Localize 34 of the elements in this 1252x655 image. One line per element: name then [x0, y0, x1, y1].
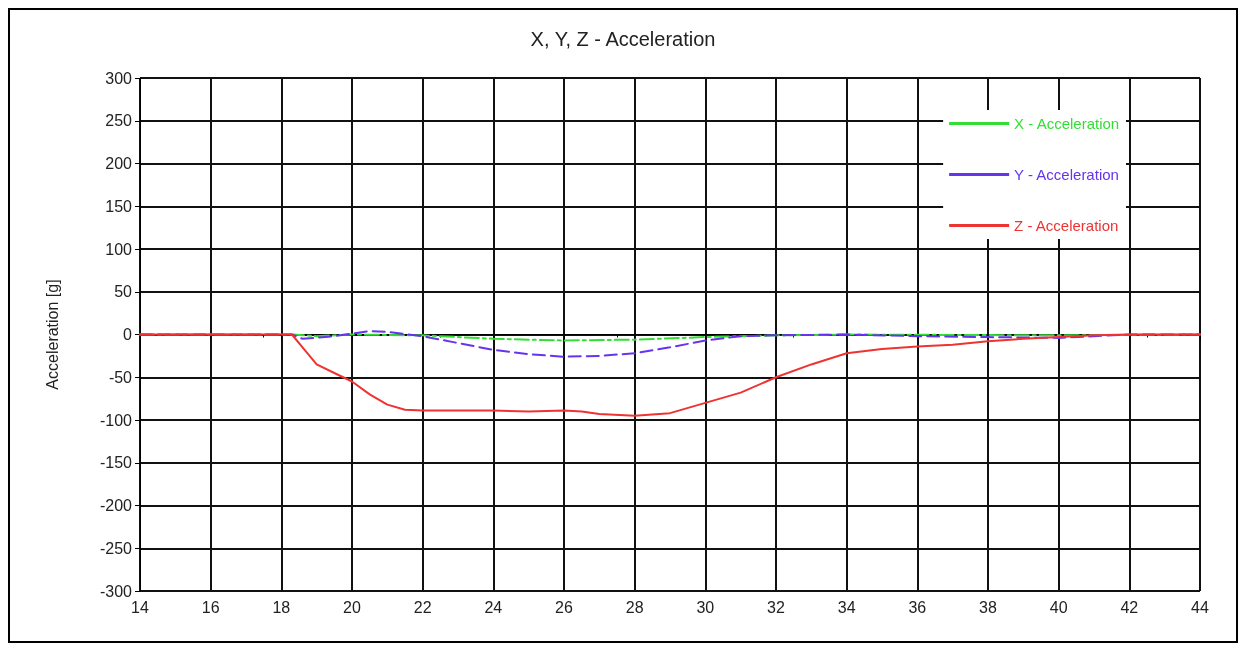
x-tick-label: 26	[555, 598, 573, 616]
x-tick-label: 24	[484, 598, 503, 616]
y-axis-title: Acceleration [g]	[43, 279, 61, 390]
x-tick-label: 20	[343, 598, 361, 616]
legend-label: Z - Acceleration	[1014, 217, 1119, 234]
y-tick-label: -300	[99, 582, 133, 600]
x-tick-label: 22	[413, 598, 432, 616]
y-tick-label: -150	[99, 454, 133, 472]
x-tick-label: 40	[1049, 598, 1068, 616]
x-tick-label: 38	[979, 598, 997, 616]
x-tick-label: 28	[625, 598, 644, 616]
y-tick-label: 250	[105, 112, 133, 130]
y-tick-label: -200	[99, 497, 133, 514]
y-tick-label: 50	[114, 283, 133, 301]
y-tick-label: 150	[105, 197, 133, 215]
x-tick-label: 44	[1191, 598, 1209, 616]
x-tick-label: 14	[131, 598, 149, 616]
legend-label: Y - Acceleration	[1014, 166, 1119, 183]
chart-title: X, Y, Z - Acceleration	[530, 28, 716, 50]
x-tick-label: 34	[837, 598, 856, 616]
y-tick-label: -250	[99, 539, 133, 557]
x-tick-label: 36	[908, 598, 927, 616]
y-tick-label: 200	[105, 155, 133, 172]
x-tick-label: 32	[767, 598, 785, 616]
y-tick-label: 100	[105, 240, 133, 258]
y-tick-label: -100	[99, 411, 133, 429]
legend-label: X - Acceleration	[1014, 115, 1120, 132]
x-tick-label: 42	[1120, 598, 1139, 616]
x-tick-label: 30	[696, 598, 715, 616]
y-tick-label: 300	[105, 69, 133, 87]
y-tick-label: -50	[108, 368, 133, 386]
x-tick-label: 16	[201, 598, 220, 616]
y-tick-label: 0	[123, 326, 133, 343]
x-tick-label: 18	[272, 598, 291, 616]
